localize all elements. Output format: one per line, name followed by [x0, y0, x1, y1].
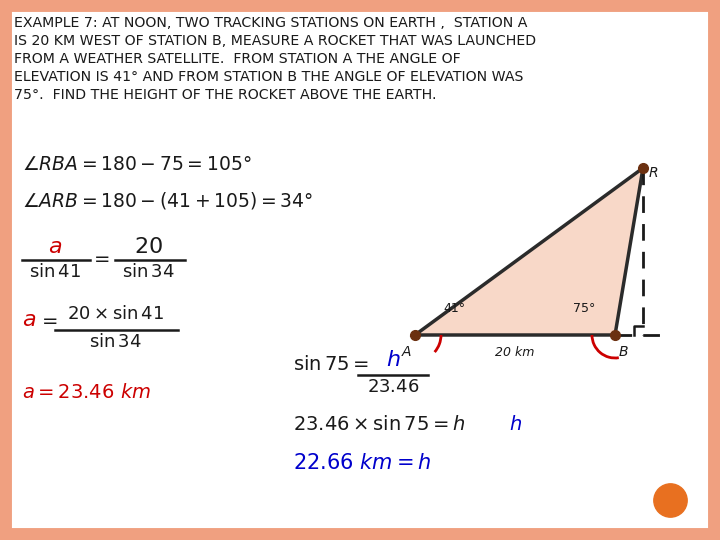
Text: A: A — [402, 345, 411, 359]
Text: B: B — [619, 345, 629, 359]
Text: $a$: $a$ — [22, 310, 36, 330]
Text: $a = 23.46\ \mathit{km}$: $a = 23.46\ \mathit{km}$ — [22, 383, 151, 402]
Text: $h$: $h$ — [386, 350, 400, 370]
Text: $\angle ARB = 180 - (41+105) = 34°$: $\angle ARB = 180 - (41+105) = 34°$ — [22, 190, 313, 211]
Text: 75°: 75° — [573, 302, 595, 315]
Text: EXAMPLE 7: AT NOON, TWO TRACKING STATIONS ON EARTH ,  STATION A: EXAMPLE 7: AT NOON, TWO TRACKING STATION… — [14, 16, 527, 30]
Text: $22.66\ \mathit{km} = h$: $22.66\ \mathit{km} = h$ — [293, 453, 431, 473]
Text: $20 \times \sin 41$: $20 \times \sin 41$ — [66, 305, 163, 323]
Text: $\sin 34$: $\sin 34$ — [89, 333, 141, 351]
Polygon shape — [415, 168, 643, 335]
Text: IS 20 KM WEST OF STATION B, MEASURE A ROCKET THAT WAS LAUNCHED: IS 20 KM WEST OF STATION B, MEASURE A RO… — [14, 34, 536, 48]
Text: 41°: 41° — [443, 302, 465, 315]
Text: 20 km: 20 km — [495, 346, 535, 359]
Text: $=$: $=$ — [90, 248, 110, 267]
Text: $\sin 75 =$: $\sin 75 =$ — [293, 355, 369, 374]
Text: 75°.  FIND THE HEIGHT OF THE ROCKET ABOVE THE EARTH.: 75°. FIND THE HEIGHT OF THE ROCKET ABOVE… — [14, 88, 436, 102]
Text: $\sin 34$: $\sin 34$ — [122, 263, 174, 281]
Text: $20$: $20$ — [133, 237, 163, 257]
Text: ELEVATION IS 41° AND FROM STATION B THE ANGLE OF ELEVATION WAS: ELEVATION IS 41° AND FROM STATION B THE … — [14, 70, 523, 84]
Text: $\angle RBA = 180 - 75 = 105°$: $\angle RBA = 180 - 75 = 105°$ — [22, 155, 251, 174]
Text: $h$: $h$ — [509, 415, 522, 434]
Text: $23.46$: $23.46$ — [366, 378, 419, 396]
Text: $a$: $a$ — [48, 237, 62, 257]
Text: FROM A WEATHER SATELLITE.  FROM STATION A THE ANGLE OF: FROM A WEATHER SATELLITE. FROM STATION A… — [14, 52, 461, 66]
Text: $23.46 \times \sin 75 = h$: $23.46 \times \sin 75 = h$ — [293, 415, 466, 434]
Text: R: R — [649, 166, 659, 180]
Text: $\sin 41$: $\sin 41$ — [29, 263, 81, 281]
Text: $=$: $=$ — [38, 310, 58, 329]
